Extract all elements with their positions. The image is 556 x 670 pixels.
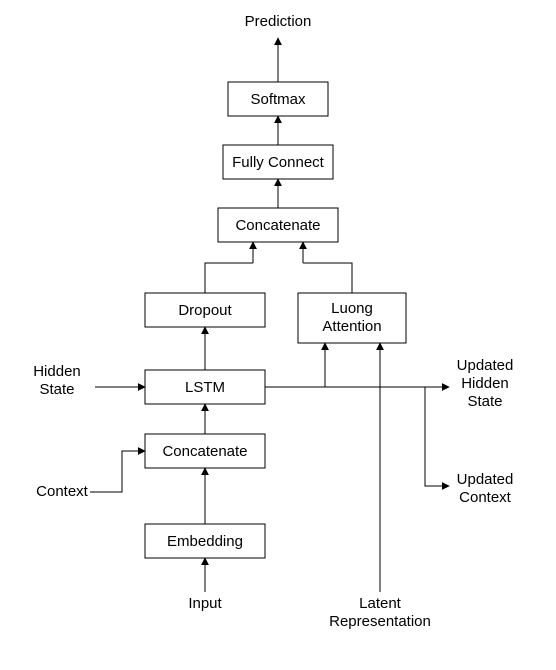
svg-text:Attention: Attention [322,318,381,335]
svg-text:Luong: Luong [331,300,373,317]
node-embedding: Embedding [145,524,265,558]
svg-text:Representation: Representation [329,613,431,630]
node-softmax: Softmax [228,82,328,116]
label-updated-context: Updated Context [457,471,514,506]
svg-text:Hidden: Hidden [461,375,509,392]
svg-text:Embedding: Embedding [167,533,243,550]
svg-text:Updated: Updated [457,357,514,374]
node-fully-connect: Fully Connect [223,145,333,179]
label-context: Context [36,483,89,500]
label-latent-representation: Latent Representation [329,595,431,630]
svg-text:Context: Context [459,489,512,506]
node-lstm: LSTM [145,370,265,404]
label-prediction: Prediction [245,13,312,30]
svg-text:Softmax: Softmax [250,91,306,108]
node-concatenate-top: Concatenate [218,208,338,242]
edge-dropout-concat [205,263,253,293]
svg-text:Hidden: Hidden [33,363,81,380]
svg-text:Concatenate: Concatenate [235,217,320,234]
label-input: Input [188,595,222,612]
svg-text:Dropout: Dropout [178,302,232,319]
node-luong-attention: Luong Attention [298,293,406,343]
svg-text:Latent: Latent [359,595,402,612]
svg-text:Updated: Updated [457,471,514,488]
svg-text:State: State [467,393,502,410]
edge-luong-concat [303,263,352,293]
label-hidden-state: Hidden State [33,363,81,398]
node-concatenate-bottom: Concatenate [145,434,265,468]
edge-to-updated-context [425,387,449,486]
svg-text:LSTM: LSTM [185,379,225,396]
svg-text:State: State [39,381,74,398]
edge-context-concat [90,451,145,492]
label-updated-hidden-state: Updated Hidden State [457,357,514,410]
svg-text:Fully Connect: Fully Connect [232,154,325,171]
node-dropout: Dropout [145,293,265,327]
svg-text:Concatenate: Concatenate [162,443,247,460]
